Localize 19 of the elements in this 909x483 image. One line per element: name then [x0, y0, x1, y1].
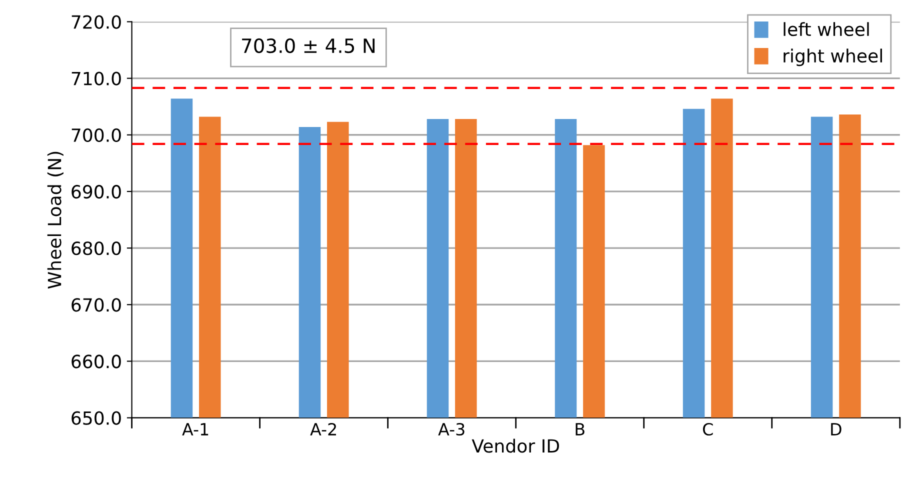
legend-label: right wheel — [784, 48, 882, 66]
y-tick-label: 650.0 — [72, 411, 121, 425]
x-tick-label: D — [831, 423, 842, 436]
y-tick-label: 720.0 — [72, 15, 121, 29]
x-tick-label: A-2 — [310, 422, 336, 436]
y-tick-label: 670.0 — [72, 298, 121, 312]
y-tick-label: 690.0 — [72, 184, 121, 199]
y-tick-label: 710.0 — [72, 72, 121, 86]
x-tick-label: B — [576, 423, 584, 436]
annotation: 703.0 ± 4.5 N — [242, 38, 375, 54]
x-tick-label: C — [703, 422, 713, 436]
y-tick-label: 660.0 — [72, 354, 121, 368]
y-axis-title: Wheel Load (N) — [47, 152, 64, 289]
y-tick-label: 680.0 — [72, 242, 121, 256]
legend-label: left wheel — [784, 22, 869, 36]
x-tick-label: A-1 — [182, 423, 208, 436]
y-tick-label: 700.0 — [72, 128, 121, 142]
x-tick-label: A-3 — [438, 422, 464, 436]
x-axis-title: Vendor ID — [472, 438, 559, 453]
